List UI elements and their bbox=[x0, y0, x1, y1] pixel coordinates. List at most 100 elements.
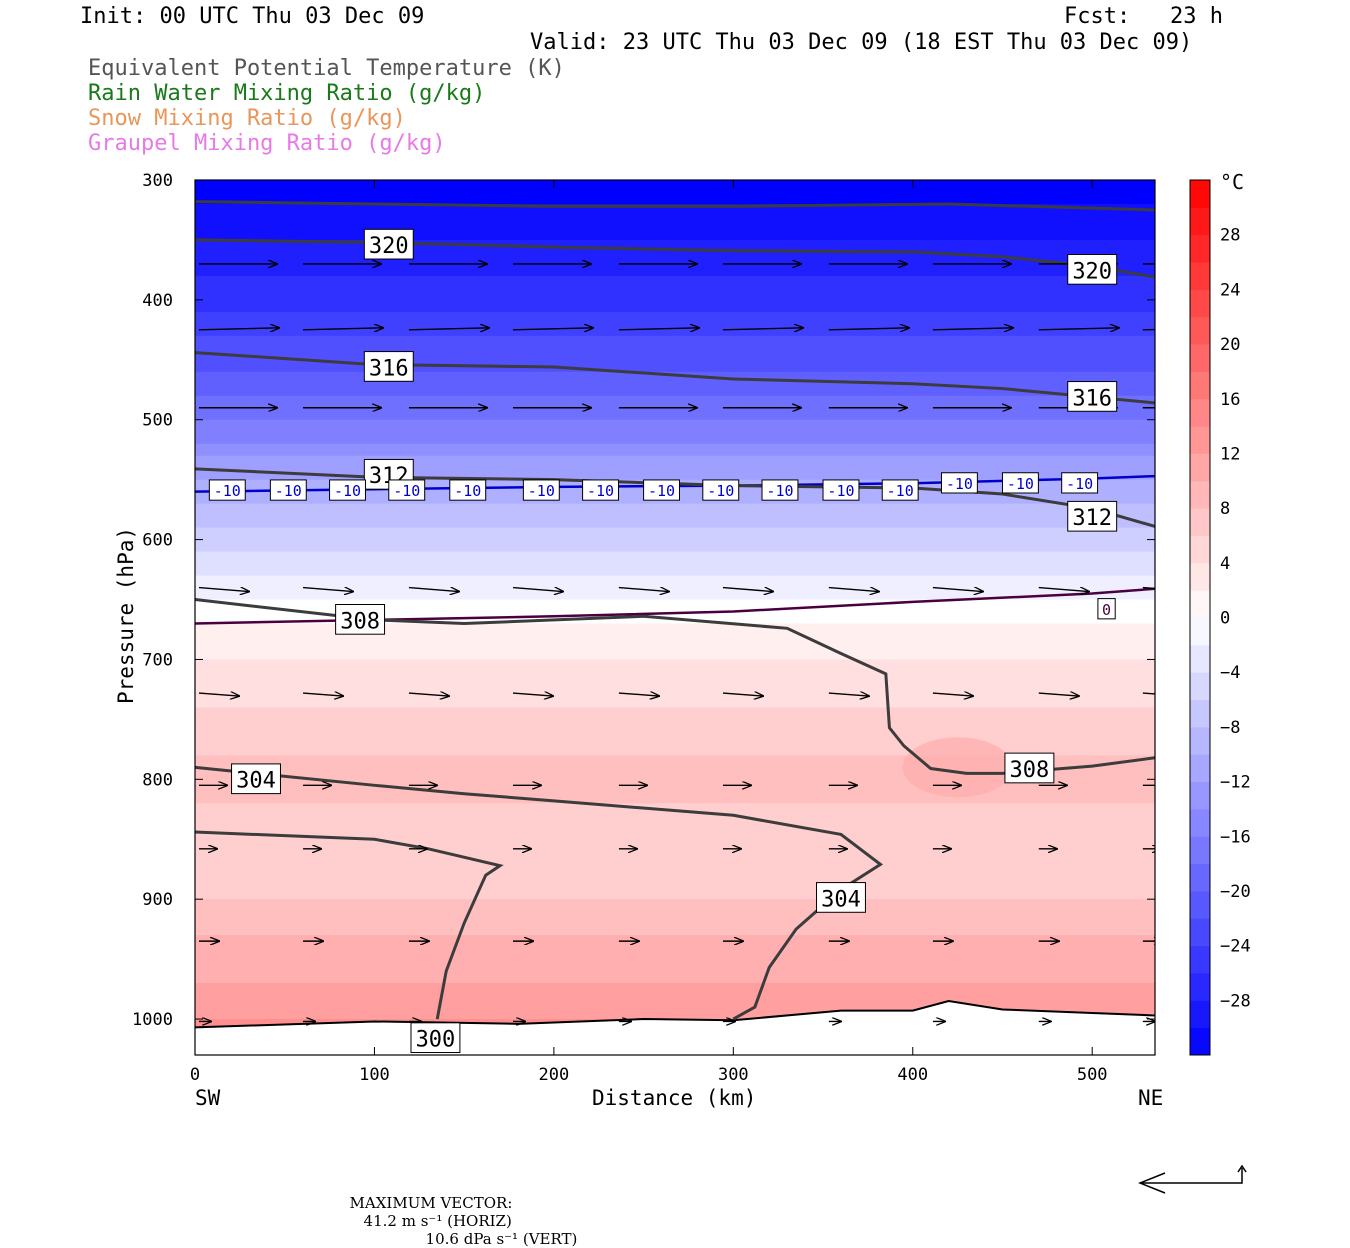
colorbar-tick-label: 20 bbox=[1220, 335, 1240, 355]
colorbar-swatch bbox=[1190, 781, 1210, 810]
ylabel: Pressure (hPa) bbox=[114, 526, 138, 704]
svg-text:-10: -10 bbox=[587, 482, 614, 500]
plot-frame bbox=[194, 179, 1156, 1056]
svg-text:-10: -10 bbox=[334, 482, 361, 500]
shade-band bbox=[195, 371, 1155, 385]
wind-vector bbox=[722, 588, 773, 592]
wind-vector bbox=[198, 328, 279, 330]
forecast-hour: Fcst: 23 h bbox=[1064, 4, 1223, 29]
wind-vector bbox=[303, 693, 343, 696]
wind-vector bbox=[828, 588, 879, 592]
colorbar-swatch bbox=[1190, 699, 1210, 728]
shade-band bbox=[195, 971, 1155, 984]
x-tick-label: 100 bbox=[359, 1065, 390, 1085]
colorbar-swatch bbox=[1190, 863, 1210, 892]
svg-text:-10: -10 bbox=[827, 482, 854, 500]
y-tick-label: 400 bbox=[142, 291, 173, 311]
colorbar-swatch bbox=[1190, 234, 1210, 263]
shade-band bbox=[195, 707, 1155, 720]
svg-text:304: 304 bbox=[236, 769, 276, 794]
thetae-label-304: 304 bbox=[816, 882, 866, 913]
isotherm-label-minus10: -10 bbox=[522, 479, 560, 501]
max-vector-label: MAXIMUM VECTOR: bbox=[349, 1194, 513, 1212]
svg-text:-10: -10 bbox=[648, 482, 675, 500]
shade-band bbox=[195, 659, 1155, 673]
max-vector-vert: 10.6 dPa s⁻¹ (VERT) bbox=[425, 1230, 578, 1248]
shade-band bbox=[195, 539, 1155, 553]
colorbar-swatch bbox=[1190, 180, 1210, 208]
shade-band bbox=[195, 851, 1155, 864]
wind-vector bbox=[408, 328, 489, 330]
shade-band bbox=[195, 527, 1155, 541]
y-tick-label: 500 bbox=[142, 411, 173, 431]
svg-text:-10: -10 bbox=[454, 482, 481, 500]
shade-band bbox=[195, 299, 1155, 313]
thetae-contour-308 bbox=[195, 598, 1155, 775]
shade-band bbox=[195, 887, 1155, 900]
shade-band bbox=[195, 455, 1155, 469]
svg-text:-10: -10 bbox=[214, 482, 241, 500]
isotherm-label-minus10: -10 bbox=[1001, 472, 1039, 494]
shade-band bbox=[195, 323, 1155, 337]
wind-vector bbox=[932, 328, 1013, 330]
colorbar-tick-label: −20 bbox=[1220, 882, 1251, 902]
colorbar-swatch bbox=[1190, 726, 1210, 755]
shade-band bbox=[195, 180, 1155, 193]
colorbar-tick-label: 12 bbox=[1220, 444, 1240, 464]
isotherm-label-minus10: -10 bbox=[582, 479, 619, 501]
svg-text:308: 308 bbox=[1010, 758, 1050, 783]
wind-vector bbox=[1038, 328, 1119, 330]
svg-text:304: 304 bbox=[821, 887, 861, 912]
wind-vector bbox=[932, 693, 973, 696]
colorbar-swatch bbox=[1190, 371, 1210, 400]
colorbar-tick-label: −8 bbox=[1220, 718, 1240, 738]
shade-band bbox=[195, 923, 1155, 936]
colorbar-swatch bbox=[1190, 590, 1210, 618]
shade-band bbox=[195, 947, 1155, 960]
thetae-label-320: 320 bbox=[1067, 253, 1118, 285]
shade-band bbox=[195, 251, 1155, 265]
shade-band bbox=[195, 719, 1155, 732]
x-tick-label: 0 bbox=[190, 1065, 200, 1085]
colorbar-tick-label: 0 bbox=[1220, 609, 1230, 629]
wind-vector bbox=[1038, 588, 1089, 592]
y-tick-label: 700 bbox=[142, 650, 173, 670]
shade-band bbox=[195, 551, 1155, 565]
isotherm-label-minus10: -10 bbox=[208, 479, 246, 501]
shade-band bbox=[195, 287, 1155, 301]
field-label-rain: Rain Water Mixing Ratio (g/kg) bbox=[88, 81, 486, 106]
shade-band bbox=[195, 983, 1155, 996]
colorbar-tick-label: 28 bbox=[1220, 226, 1240, 246]
max-vector-arrow bbox=[1140, 1168, 1243, 1184]
wind-vector bbox=[303, 588, 353, 592]
shade-band bbox=[195, 647, 1155, 661]
wind-vector bbox=[408, 588, 459, 592]
shade-band bbox=[195, 419, 1155, 433]
shade-band bbox=[195, 275, 1155, 289]
shade-band bbox=[195, 515, 1155, 529]
colorbar-swatch bbox=[1190, 1027, 1210, 1056]
colorbar-tick-label: 4 bbox=[1220, 554, 1230, 574]
shade-band bbox=[195, 815, 1155, 828]
isotherm-label-minus10: -10 bbox=[269, 479, 307, 501]
colorbar-tick-label: −4 bbox=[1220, 663, 1240, 683]
thetae-label-300: 300 bbox=[410, 1022, 461, 1054]
shade-band bbox=[195, 875, 1155, 888]
terrain-line bbox=[195, 1000, 1155, 1029]
isotherm-label-minus10: -10 bbox=[881, 479, 919, 501]
isotherm-label-minus10: -10 bbox=[329, 479, 366, 501]
wind-vector bbox=[513, 328, 593, 330]
x-tick-label: 300 bbox=[718, 1065, 749, 1085]
colorbar-swatch bbox=[1190, 945, 1210, 974]
thetae-contour-300 bbox=[195, 830, 504, 1020]
x-tick-label: 500 bbox=[1077, 1065, 1108, 1085]
svg-text:316: 316 bbox=[1072, 386, 1112, 411]
thetae-label-316: 316 bbox=[363, 351, 414, 382]
isotherm-label-minus10: -10 bbox=[822, 479, 860, 501]
colorbar-swatch bbox=[1190, 535, 1210, 564]
svg-text:316: 316 bbox=[369, 356, 409, 381]
wind-vector bbox=[303, 328, 383, 330]
shade-band bbox=[195, 671, 1155, 685]
shade-band bbox=[195, 431, 1155, 445]
